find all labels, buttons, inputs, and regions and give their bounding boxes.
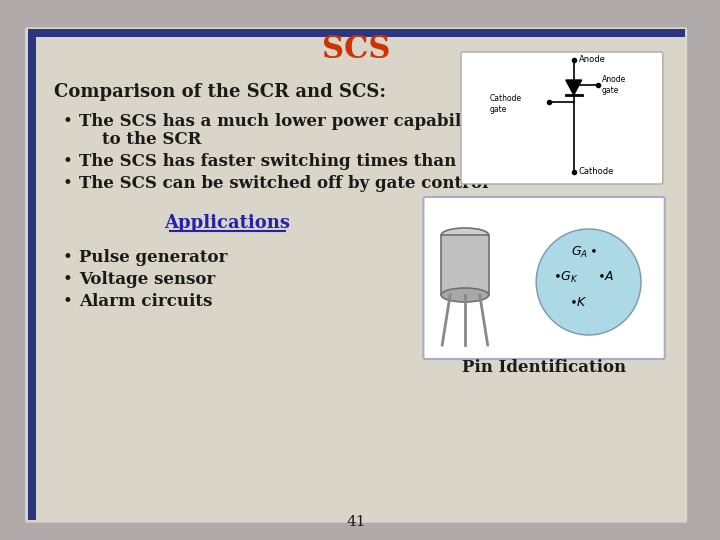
Bar: [441, 235, 489, 295]
Text: Pin Identification: Pin Identification: [462, 359, 626, 375]
Text: •: •: [63, 249, 72, 267]
Text: Voltage sensor: Voltage sensor: [79, 272, 215, 288]
Text: 41: 41: [346, 515, 366, 529]
Ellipse shape: [441, 288, 489, 302]
Text: Pulse generator: Pulse generator: [79, 249, 228, 267]
Text: •: •: [63, 272, 72, 288]
FancyBboxPatch shape: [423, 197, 665, 359]
Text: •: •: [63, 294, 72, 310]
Circle shape: [536, 229, 641, 335]
FancyBboxPatch shape: [26, 28, 687, 522]
Text: $\bullet A$: $\bullet A$: [597, 271, 614, 284]
Text: The SCS can be switched off by gate control: The SCS can be switched off by gate cont…: [79, 174, 488, 192]
Text: to the SCR: to the SCR: [79, 132, 202, 148]
Text: Cathode: Cathode: [579, 167, 614, 177]
Polygon shape: [566, 80, 582, 95]
Text: Applications: Applications: [165, 214, 291, 232]
Text: $\bullet K$: $\bullet K$: [570, 295, 588, 308]
Text: Cathode
gate: Cathode gate: [490, 94, 522, 114]
Ellipse shape: [441, 228, 489, 242]
Text: SCS: SCS: [322, 35, 390, 65]
Text: •: •: [63, 153, 72, 171]
Text: The SCS has faster switching times than the SCR: The SCS has faster switching times than …: [79, 153, 537, 171]
Text: Anode: Anode: [579, 56, 606, 64]
Bar: [27, 29, 685, 37]
Text: The SCS has a much lower power capability compared: The SCS has a much lower power capabilit…: [79, 113, 583, 131]
Text: •: •: [63, 113, 72, 131]
Bar: [27, 30, 35, 520]
Text: $G_A\bullet$: $G_A\bullet$: [570, 245, 597, 260]
Text: Alarm circuits: Alarm circuits: [79, 294, 212, 310]
Text: $\bullet G_K$: $\bullet G_K$: [553, 269, 579, 285]
Text: Anode
gate: Anode gate: [601, 75, 626, 94]
FancyBboxPatch shape: [461, 52, 663, 184]
Text: •: •: [63, 174, 72, 192]
Text: Comparison of the SCR and SCS:: Comparison of the SCR and SCS:: [55, 83, 387, 101]
